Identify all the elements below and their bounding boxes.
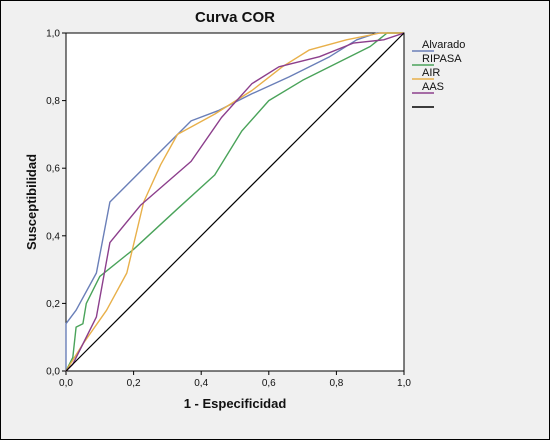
x-axis-label: 1 - Especificidad (184, 396, 287, 411)
x-tick-label: 0,2 (127, 378, 141, 389)
series-lines (65, 32, 405, 372)
y-tick-label: 0,4 (46, 231, 60, 242)
series-line-aas (65, 32, 405, 372)
series-line-alvarado (65, 32, 404, 371)
y-tick-label: 0,2 (46, 299, 60, 310)
x-tick-label: 0,0 (59, 378, 73, 389)
reference-line (65, 32, 405, 372)
x-tick-label: 1,0 (397, 378, 411, 389)
y-tick-label: 0,8 (46, 96, 60, 107)
legend-label-alvarado: Alvarado (422, 39, 465, 51)
y-axis: 0,0 0,2 0,4 0,6 0,8 1,0 (46, 29, 66, 378)
y-tick-label: 1,0 (46, 29, 60, 40)
series-line-ripasa (65, 32, 404, 372)
legend-label-aas: AAS (422, 81, 444, 93)
legend: Alvarado RIPASA AIR AAS (412, 39, 465, 108)
chart-title: Curva COR (195, 9, 275, 26)
legend-label-ripasa: RIPASA (422, 53, 462, 65)
y-tick-label: 0,0 (46, 367, 60, 378)
y-axis-label: Susceptibilidad (24, 154, 39, 250)
y-tick-label: 0,6 (46, 164, 60, 175)
x-tick-label: 0,6 (262, 378, 276, 389)
x-tick-label: 0,8 (329, 378, 343, 389)
x-axis: 0,0 0,2 0,4 0,6 0,8 1,0 (59, 371, 411, 389)
series-line-air (65, 32, 404, 372)
x-tick-label: 0,4 (194, 378, 208, 389)
legend-label-air: AIR (422, 67, 440, 79)
